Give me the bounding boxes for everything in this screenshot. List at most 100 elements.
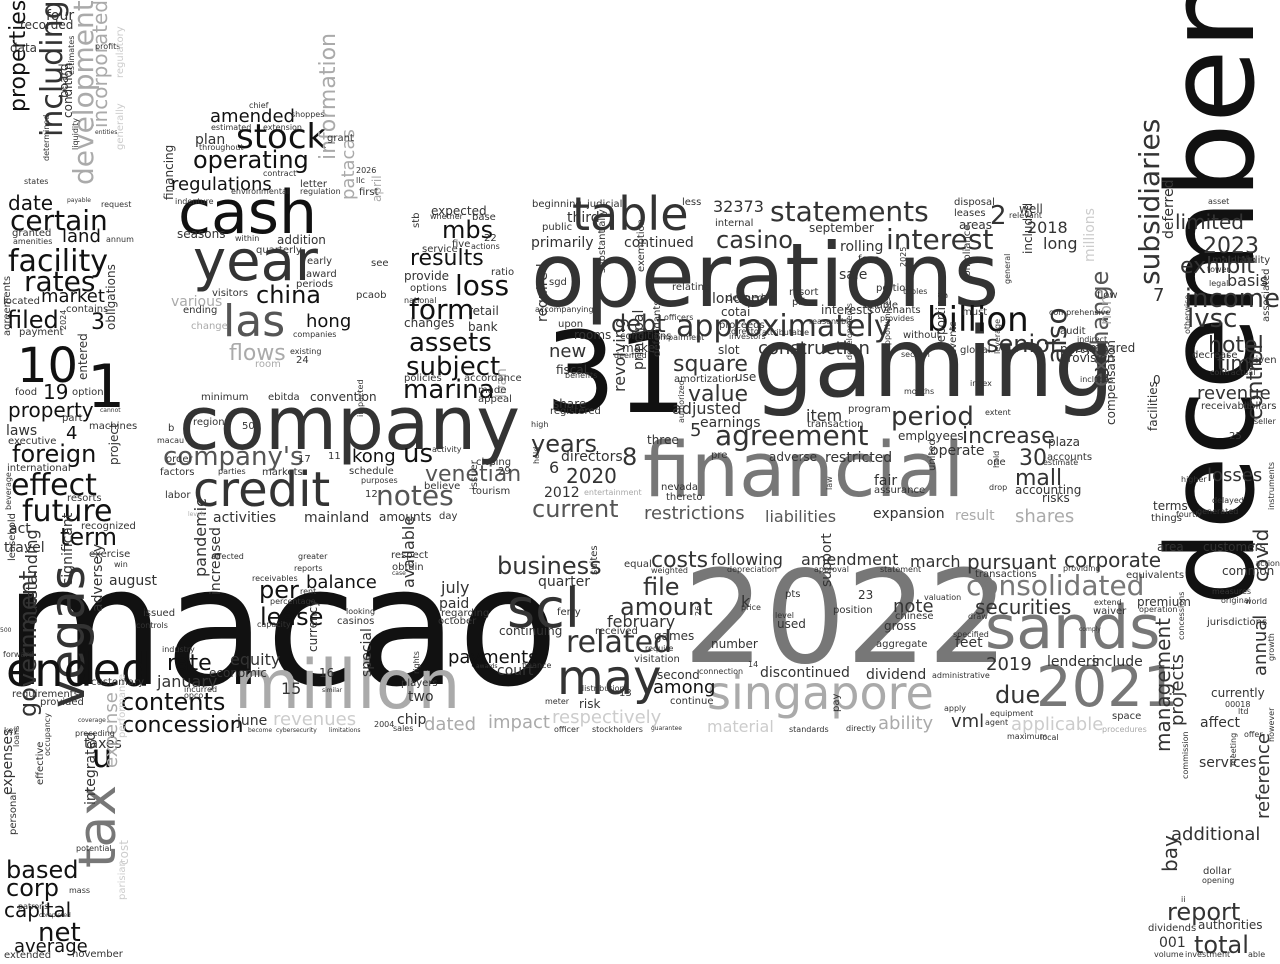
word-disposal: disposal	[954, 197, 995, 208]
word-comply: comply	[1079, 626, 1101, 633]
word-instruments: instruments	[1267, 461, 1276, 510]
word-23: 23	[858, 588, 874, 602]
word-equipment: equipment	[990, 709, 1034, 718]
word-maintain: maintain	[1212, 255, 1257, 266]
word-equity: equity	[230, 650, 281, 669]
word-casino: casino	[716, 226, 793, 254]
word-visitors: visitors	[212, 288, 249, 299]
word-travel: travel	[4, 540, 45, 556]
word-agent: agent	[985, 718, 1009, 727]
word-land: land	[62, 226, 101, 247]
word-amenities: amenities	[13, 237, 53, 246]
word-capacity: capacity	[257, 620, 291, 629]
word-16: 16	[319, 666, 335, 680]
word-agreement: agreement	[715, 419, 869, 452]
word-associated: associated	[1261, 268, 1272, 323]
word-company: company	[179, 381, 521, 467]
word-term: term	[60, 523, 117, 551]
word-years: years	[531, 430, 598, 458]
word-international: international	[7, 463, 71, 474]
word-awards: awards	[476, 663, 498, 670]
word-senior: senior	[986, 330, 1060, 358]
word-3: 3	[91, 310, 105, 335]
word-order: order	[166, 454, 193, 465]
word-estimated: estimated	[211, 123, 252, 132]
word-mall: mall	[1015, 466, 1063, 491]
word-quarter: quarter	[538, 574, 590, 590]
word-increased: increased	[208, 527, 224, 595]
word-pts: pts	[785, 589, 801, 600]
word-liability: liability	[1234, 255, 1271, 266]
word-entities: entities	[95, 129, 118, 136]
word-macau: macau	[157, 436, 185, 445]
word-rate: rate	[167, 651, 212, 676]
word-millions: millions	[1082, 208, 1098, 262]
word-capital: capital	[4, 898, 72, 922]
word-dividend: dividend	[866, 667, 927, 683]
word-september: september	[809, 221, 874, 235]
word-interests: interests	[821, 303, 874, 317]
word-approximately: approximately	[676, 309, 892, 344]
word-national: national	[404, 296, 437, 305]
word-shares: shares	[1015, 506, 1075, 527]
word-stock: stock	[236, 117, 327, 157]
word-company-s: company's	[163, 442, 304, 472]
word-services: services	[1199, 755, 1257, 771]
word-30: 30	[1019, 446, 1047, 471]
word-operations: operations	[531, 224, 1000, 327]
word-march: march	[910, 552, 961, 571]
word-2024: 2024	[59, 309, 68, 330]
word-commission: commission	[1181, 731, 1190, 779]
word-october: october	[438, 616, 477, 627]
word-file: file	[643, 573, 680, 601]
word-corp: corp	[6, 874, 59, 902]
word-hotel: hotel	[1208, 333, 1264, 358]
word-londoner: londoner	[712, 291, 775, 307]
word-closing: closing	[476, 457, 512, 468]
word-limited: limited	[1175, 210, 1244, 234]
word-tables: tables	[903, 287, 928, 296]
word-convention: convention	[310, 390, 377, 404]
word-unable: unable	[864, 300, 899, 311]
word-rent: rent	[300, 587, 317, 596]
word-legal: legal	[1209, 279, 1229, 288]
word-customary: customary	[91, 677, 144, 688]
word-opportunities: opportunities	[883, 296, 892, 350]
word-generally: generally	[115, 103, 126, 150]
word-500: 500	[0, 627, 12, 634]
word-position: position	[833, 605, 873, 616]
word-item: item	[806, 406, 843, 425]
word-june: june	[237, 713, 268, 729]
word-material: material	[707, 717, 774, 736]
word-contract: contract	[263, 169, 297, 178]
word-meeting: meeting	[1229, 732, 1238, 766]
word-credit: credit	[193, 462, 331, 518]
word-preceding: preceding	[75, 729, 115, 738]
word-amended: amended	[210, 106, 295, 127]
word-respect: respect	[391, 550, 429, 561]
word-payments: payments	[448, 647, 538, 668]
word-22: 22	[484, 233, 497, 244]
word-three: three	[647, 433, 679, 447]
word-labor: labor	[165, 490, 191, 501]
word-million: million	[234, 646, 461, 725]
word-used: used	[777, 617, 806, 631]
word-rates: rates	[24, 265, 96, 298]
word-less: less	[682, 197, 702, 208]
word-room: room	[255, 359, 281, 370]
word-authorities: authorities	[1198, 918, 1263, 932]
word-accounts: accounts	[1047, 452, 1093, 463]
word-following: following	[711, 550, 783, 569]
word-pay: pay	[831, 693, 842, 712]
word-obligations: obligations	[104, 264, 118, 330]
word-date: date	[8, 191, 54, 215]
word-obtain: obtain	[392, 562, 424, 573]
word-connection: connection	[699, 667, 744, 676]
word-made: made	[478, 385, 507, 396]
word-result: result	[955, 508, 995, 524]
word-reference: reference	[1253, 733, 1274, 819]
word-1: 1	[87, 352, 126, 422]
word-value: value	[688, 382, 749, 407]
word-entered: entered	[76, 333, 90, 380]
word-significant: significant	[60, 512, 76, 585]
